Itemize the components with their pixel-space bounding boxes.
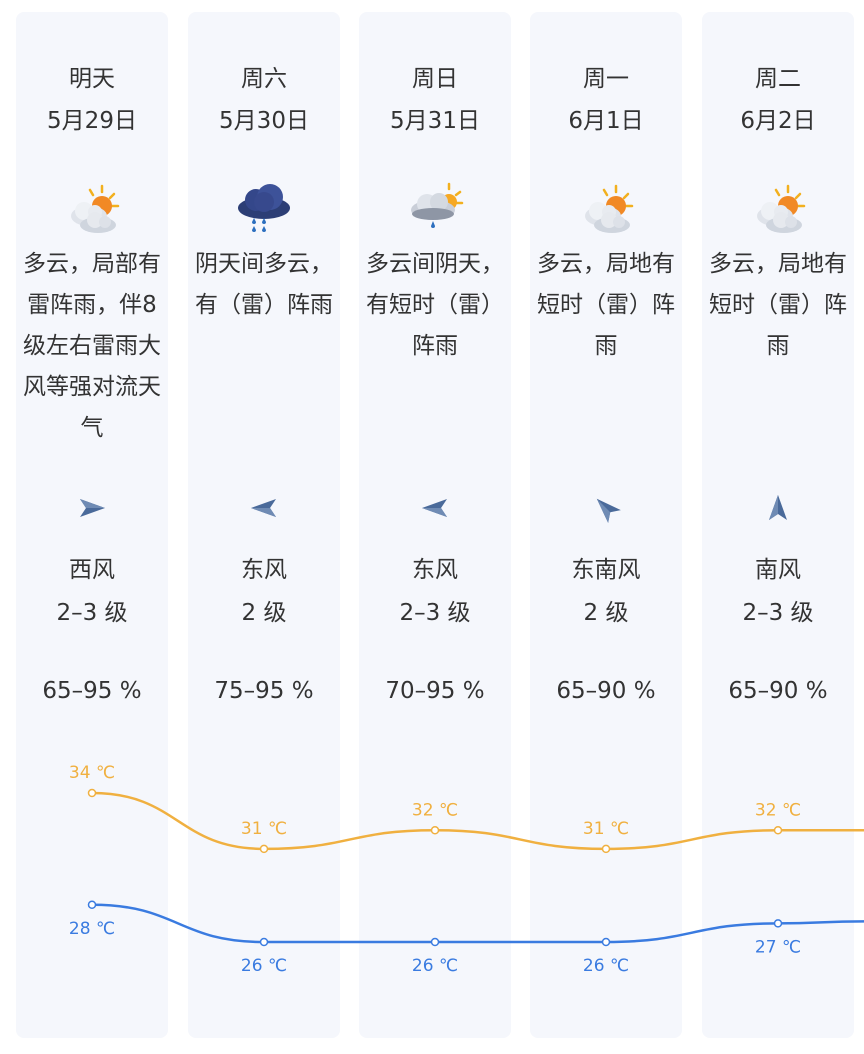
humidity: 75–95 % (214, 678, 314, 704)
weather-description: 多云，局地有短时（雷）阵雨 (537, 251, 675, 359)
cloudy-sun-rain-icon (405, 180, 465, 240)
partly-cloudy-sun-icon (748, 180, 808, 240)
north-arrow-icon (763, 490, 793, 526)
day-label: 周六 (241, 66, 287, 92)
wind-level: 2–3 级 (742, 600, 814, 626)
weather-description: 多云，局部有雷阵雨，伴8级左右雷雨大风等强对流天气 (23, 251, 161, 441)
east-arrow-icon (77, 490, 107, 526)
northwest-arrow-icon (591, 490, 621, 526)
humidity: 65–95 % (42, 678, 142, 704)
date-label: 5月29日 (47, 108, 137, 134)
day-card-4: 周一 6月1日 多云，局地有短时（雷）阵雨 (530, 12, 682, 1038)
day-label: 周二 (755, 66, 801, 92)
date-label: 5月30日 (219, 108, 309, 134)
wind-direction: 西风 (69, 557, 115, 583)
weather-description: 阴天间多云，有（雷）阵雨 (195, 251, 333, 318)
humidity: 65–90 % (556, 678, 656, 704)
date-label: 5月31日 (390, 108, 480, 134)
wind-direction: 东南风 (571, 557, 641, 583)
partly-cloudy-sun-icon (576, 180, 636, 240)
west-arrow-icon (420, 490, 450, 526)
date-label: 6月2日 (740, 108, 816, 134)
humidity: 70–95 % (385, 678, 485, 704)
wind-direction: 南风 (755, 557, 801, 583)
wind-level: 2 级 (241, 600, 287, 626)
weather-description: 多云，局地有短时（雷）阵雨 (709, 251, 847, 359)
day-card-1: 明天 5月29日 多云，局部有雷阵雨，伴8级左右雷雨大风等强对流天气 (16, 12, 168, 1038)
weather-description: 多云间阴天，有短时（雷）阵雨 (366, 251, 504, 359)
day-label: 周日 (412, 66, 458, 92)
wind-level: 2–3 级 (56, 600, 128, 626)
wind-direction: 东风 (412, 557, 458, 583)
day-card-2: 周六 5月30日 阴天间多云，有（雷）阵雨 东风 2 级 75–95 % (188, 12, 340, 1038)
day-card-3: 周日 5月31日 多云间阴天，有短时（雷）阵雨 东风 2–3 级 70 (359, 12, 511, 1038)
partly-cloudy-sun-icon (62, 180, 122, 240)
date-label: 6月1日 (568, 108, 644, 134)
rain-cloud-icon (234, 180, 294, 240)
wind-level: 2 级 (583, 600, 629, 626)
wind-direction: 东风 (241, 557, 287, 583)
humidity: 65–90 % (728, 678, 828, 704)
day-label: 周一 (583, 66, 629, 92)
day-label: 明天 (69, 66, 115, 92)
day-card-5: 周二 6月2日 多云，局地有短时（雷）阵雨 (702, 12, 854, 1038)
west-arrow-icon (249, 490, 279, 526)
wind-level: 2–3 级 (399, 600, 471, 626)
